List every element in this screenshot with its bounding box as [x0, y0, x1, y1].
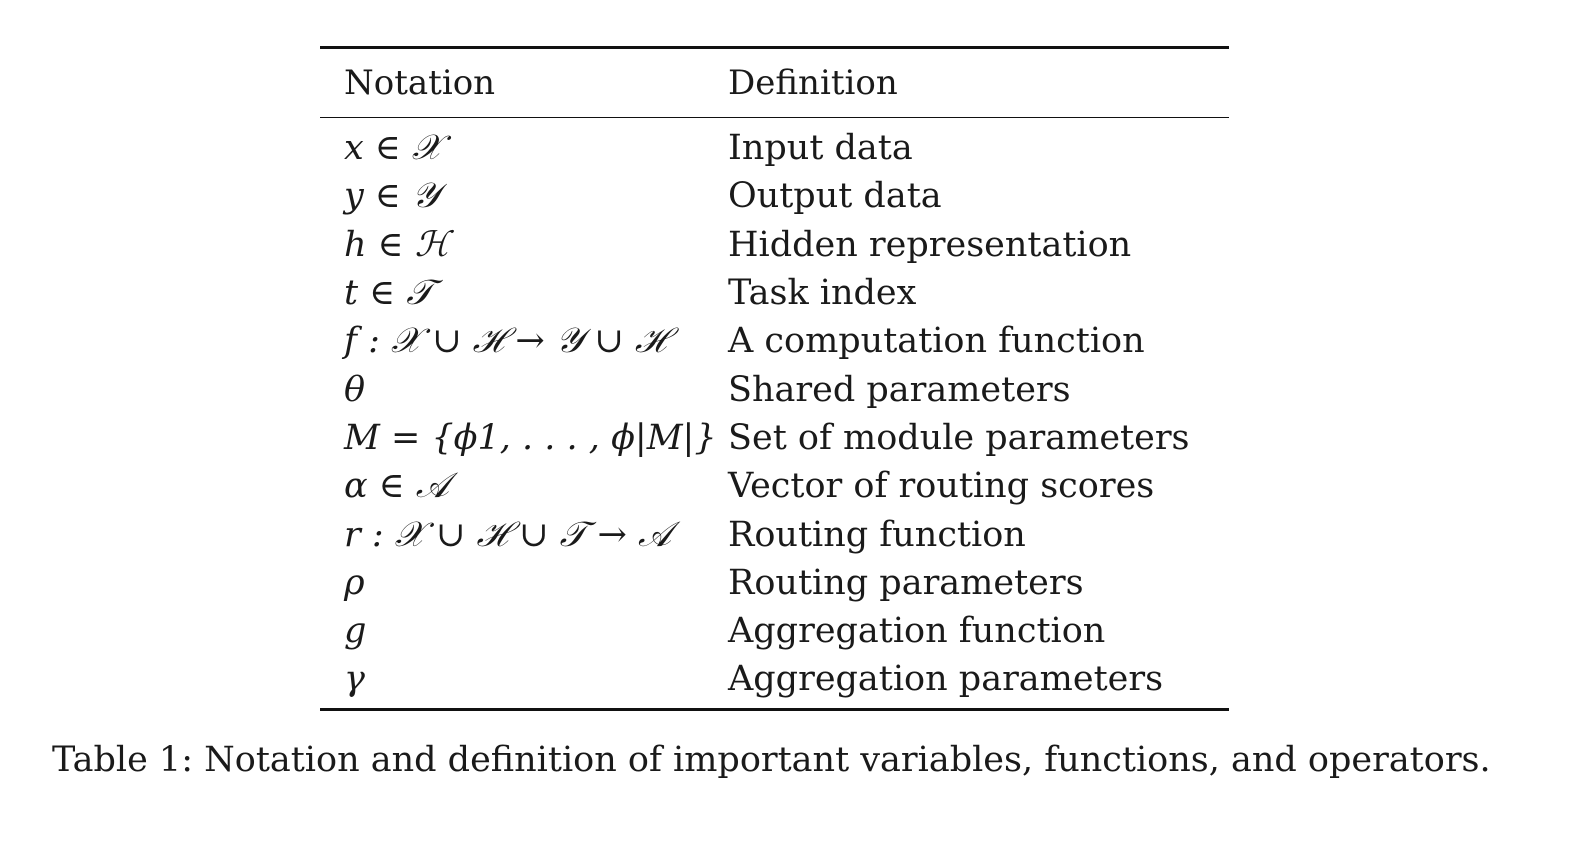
- definition-cell: Aggregation function: [728, 611, 1106, 652]
- definition-cell: Set of module parameters: [728, 417, 1190, 458]
- table-row: h ∈ ℋ Hidden representation: [320, 221, 1229, 269]
- header-notation: Notation: [344, 63, 496, 103]
- table-row: g Aggregation function: [320, 607, 1229, 655]
- table-row: ρ Routing parameters: [320, 559, 1229, 607]
- definition-cell: Task index: [728, 273, 917, 314]
- table-row: r : 𝒳 ∪ ℋ ∪ 𝒯 → 𝒜 Routing function: [320, 510, 1229, 558]
- definition-cell: Routing function: [728, 514, 1026, 555]
- notation-cell: θ: [344, 369, 366, 410]
- table-row: f : 𝒳 ∪ ℋ → 𝒴 ∪ ℋ A computation function: [320, 317, 1229, 365]
- notation-cell: ρ: [344, 562, 365, 603]
- definition-cell: Vector of routing scores: [728, 466, 1155, 507]
- notation-cell: x ∈ 𝒳: [344, 128, 442, 169]
- table-caption: Table 1: Notation and definition of impo…: [52, 740, 1491, 780]
- definition-cell: Hidden representation: [728, 224, 1132, 265]
- table-row: θ Shared parameters: [320, 365, 1229, 413]
- table-body: x ∈ 𝒳 Input data y ∈ 𝒴 Output data h ∈ ℋ…: [320, 118, 1229, 708]
- table-header-rule: [320, 117, 1229, 118]
- notation-cell: α ∈ 𝒜: [344, 466, 449, 507]
- definition-cell: A computation function: [728, 321, 1145, 362]
- notation-cell: M = {ϕ1, . . . , ϕ|M|}: [344, 417, 717, 458]
- table-row: α ∈ 𝒜 Vector of routing scores: [320, 462, 1229, 510]
- notation-cell: y ∈ 𝒴: [344, 176, 440, 217]
- notation-table: Notation Definition x ∈ 𝒳 Input data y ∈…: [320, 46, 1229, 711]
- table-row: t ∈ 𝒯 Task index: [320, 269, 1229, 317]
- table-row: M = {ϕ1, . . . , ϕ|M|} Set of module par…: [320, 414, 1229, 462]
- notation-cell: g: [344, 611, 367, 652]
- table-bottom-rule: [320, 707, 1229, 711]
- table-top-rule: [320, 46, 1229, 49]
- header-definition: Definition: [728, 63, 898, 103]
- definition-cell: Routing parameters: [728, 562, 1084, 603]
- definition-cell: Input data: [728, 128, 913, 169]
- notation-cell: r : 𝒳 ∪ ℋ ∪ 𝒯 → 𝒜: [344, 514, 672, 555]
- table-row: x ∈ 𝒳 Input data: [320, 124, 1229, 172]
- table-row: γ Aggregation parameters: [320, 655, 1229, 703]
- table-row: y ∈ 𝒴 Output data: [320, 172, 1229, 220]
- notation-cell: γ: [344, 659, 365, 700]
- definition-cell: Shared parameters: [728, 369, 1071, 410]
- definition-cell: Aggregation parameters: [728, 659, 1164, 700]
- notation-cell: f : 𝒳 ∪ ℋ → 𝒴 ∪ ℋ: [344, 321, 667, 362]
- definition-cell: Output data: [728, 176, 942, 217]
- notation-cell: h ∈ ℋ: [344, 224, 450, 265]
- table-header-row: Notation Definition: [320, 49, 1229, 117]
- notation-cell: t ∈ 𝒯: [344, 273, 434, 314]
